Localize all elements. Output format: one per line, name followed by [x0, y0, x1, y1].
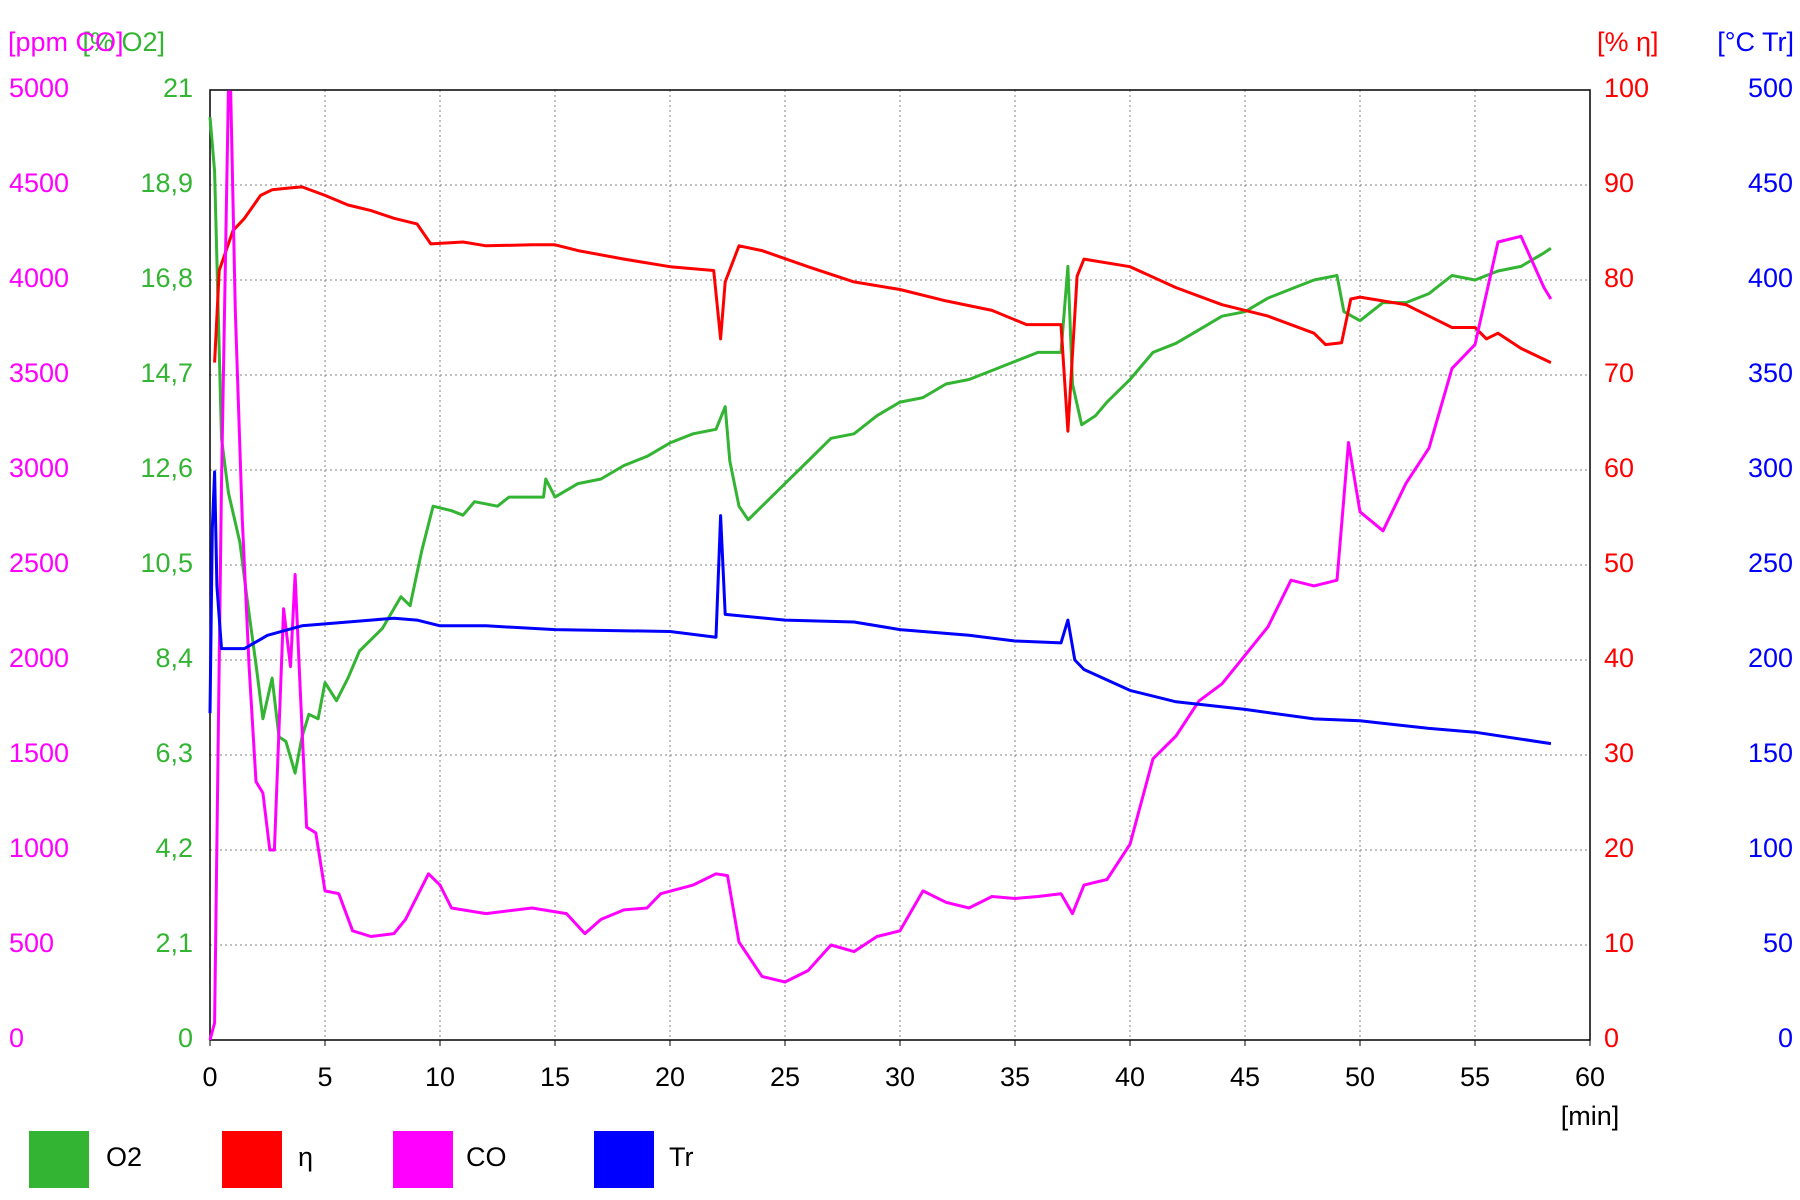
legend-swatch [393, 1131, 453, 1188]
y-tick-label: 10 [1604, 928, 1634, 958]
y-tick-label: 1000 [9, 833, 69, 863]
legend-swatch [222, 1131, 282, 1188]
x-axis-label: [min] [1561, 1101, 1620, 1131]
y-tick-label: 2500 [9, 548, 69, 578]
x-tick-label: 25 [770, 1062, 800, 1092]
y-tick-label: 6,3 [155, 738, 193, 768]
y-tick-label: 2000 [9, 643, 69, 673]
x-tick-label: 10 [425, 1062, 455, 1092]
legend-label: O2 [106, 1142, 142, 1172]
x-tick-label: 40 [1115, 1062, 1145, 1092]
y-tick-label: 3000 [9, 453, 69, 483]
x-tick-label: 35 [1000, 1062, 1030, 1092]
y-tick-label: 0 [1778, 1023, 1793, 1053]
x-tick-label: 50 [1345, 1062, 1375, 1092]
y-tick-label: 150 [1748, 738, 1793, 768]
axis-title: [% O2] [82, 27, 165, 57]
y-tick-label: 0 [9, 1023, 24, 1053]
y-tick-label: 300 [1748, 453, 1793, 483]
data-line [208, 90, 1553, 1041]
y-tick-label: 30 [1604, 738, 1634, 768]
y-tick-label: 90 [1604, 168, 1634, 198]
x-tick-label: 0 [202, 1062, 217, 1092]
y-tick-label: 12,6 [140, 453, 193, 483]
axis-title: [% η] [1597, 27, 1659, 57]
y-tick-label: 100 [1748, 833, 1793, 863]
axis-title: [ppm CO] [8, 27, 124, 57]
y-tick-label: 40 [1604, 643, 1634, 673]
x-tick-label: 20 [655, 1062, 685, 1092]
y-tick-label: 18,9 [140, 168, 193, 198]
y-tick-label: 0 [1604, 1023, 1619, 1053]
legend-label: η [298, 1142, 313, 1172]
legend-label: Tr [669, 1142, 693, 1172]
y-tick-label: 50 [1763, 928, 1793, 958]
y-tick-label: 70 [1604, 358, 1634, 388]
x-tick-label: 55 [1460, 1062, 1490, 1092]
y-tick-label: 20 [1604, 833, 1634, 863]
y-tick-label: 100 [1604, 73, 1649, 103]
y-tick-label: 500 [1748, 73, 1793, 103]
data-line [213, 185, 1552, 433]
y-tick-label: 4500 [9, 168, 69, 198]
y-tick-label: 80 [1604, 263, 1634, 293]
y-tick-label: 450 [1748, 168, 1793, 198]
y-tick-label: 350 [1748, 358, 1793, 388]
y-tick-label: 1500 [9, 738, 69, 768]
y-tick-label: 2,1 [155, 928, 193, 958]
y-tick-label: 10,5 [140, 548, 193, 578]
y-tick-label: 3500 [9, 358, 69, 388]
y-tick-label: 5000 [9, 73, 69, 103]
plot-frame [209, 89, 1591, 1041]
legend-label: CO [466, 1142, 507, 1172]
y-tick-label: 200 [1748, 643, 1793, 673]
y-tick-label: 500 [9, 928, 54, 958]
y-tick-label: 60 [1604, 453, 1634, 483]
y-tick-label: 400 [1748, 263, 1793, 293]
x-tick-label: 15 [540, 1062, 570, 1092]
y-tick-label: 50 [1604, 548, 1634, 578]
y-tick-label: 4000 [9, 263, 69, 293]
data-line [208, 470, 1552, 746]
y-tick-label: 14,7 [140, 358, 193, 388]
x-tick-label: 5 [317, 1062, 332, 1092]
axis-title: [°C Tr] [1717, 27, 1794, 57]
legend-swatch [29, 1131, 89, 1188]
y-tick-label: 250 [1748, 548, 1793, 578]
y-tick-label: 4,2 [155, 833, 193, 863]
x-tick-label: 30 [885, 1062, 915, 1092]
x-tick-label: 45 [1230, 1062, 1260, 1092]
data-line [208, 116, 1552, 775]
y-tick-label: 16,8 [140, 263, 193, 293]
y-tick-label: 8,4 [155, 643, 193, 673]
x-tick-label: 60 [1575, 1062, 1605, 1092]
y-tick-label: 0 [178, 1023, 193, 1053]
y-tick-label: 21 [163, 73, 193, 103]
legend-swatch [594, 1131, 654, 1188]
